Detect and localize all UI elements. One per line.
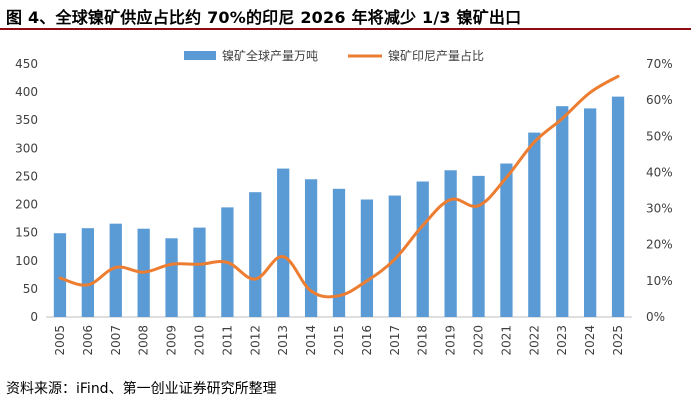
x-tick-label: 2009 — [165, 325, 179, 356]
x-tick-label: 2006 — [81, 325, 95, 356]
y-right-tick-label: 30% — [646, 202, 673, 216]
y-left-tick-label: 350 — [15, 113, 38, 127]
y-right-tick-label: 20% — [646, 238, 673, 252]
line-series — [58, 74, 620, 299]
x-tick-label: 2025 — [611, 325, 625, 356]
y-left-tick-label: 150 — [15, 226, 38, 240]
y-right-tick-label: 40% — [646, 165, 673, 179]
y-left-tick-label: 50 — [23, 282, 38, 296]
bar — [472, 175, 485, 317]
bar — [611, 96, 625, 317]
bar — [388, 195, 401, 317]
title-rule — [0, 28, 691, 30]
legend: 镍矿全球产量万吨 镍矿印尼产量占比 — [184, 48, 484, 63]
bar — [277, 168, 290, 317]
legend-bar-swatch — [184, 51, 216, 60]
legend-bar-label: 镍矿全球产量万吨 — [222, 48, 318, 63]
y-right-tick-label: 70% — [646, 57, 673, 71]
bar — [165, 238, 178, 317]
bar — [109, 223, 122, 317]
chart: 镍矿全球产量万吨 镍矿印尼产量占比 0 50 100 150 200 250 300 350 4… — [15, 48, 673, 356]
x-tick-label: 2020 — [472, 325, 486, 356]
x-tick-label: 2013 — [276, 325, 290, 356]
bar — [556, 106, 569, 318]
bar — [416, 181, 429, 317]
x-tick-label: 2014 — [304, 325, 318, 356]
x-tick-label: 2010 — [192, 325, 206, 356]
x-tick-label: 2007 — [109, 325, 123, 356]
x-axis-labels: 2005 2006 2007 2008 2009 2010 2011 2012 2013 2014… — [53, 325, 625, 356]
source-note: 资料来源：iFind、第一创业证券研究所整理 — [6, 381, 277, 397]
bar — [81, 228, 94, 317]
bar — [304, 179, 318, 317]
x-tick-label: 2015 — [332, 325, 346, 356]
bar — [500, 163, 513, 317]
bar — [193, 227, 206, 317]
bar — [444, 170, 457, 317]
bar — [528, 132, 541, 317]
x-tick-label: 2016 — [360, 325, 374, 356]
y-left-tick-label: 450 — [15, 57, 38, 71]
x-tick-label: 2005 — [53, 325, 67, 356]
bar — [249, 192, 262, 317]
legend-line-label: 镍矿印尼产量占比 — [388, 48, 484, 63]
y-right-tick-label: 60% — [646, 93, 673, 107]
y-left-tick-label: 400 — [15, 85, 38, 99]
left-axis: 0 50 100 150 200 250 300 350 400 450 — [15, 57, 38, 324]
figure-title: 图 4、全球镍矿供应占比约 70%的印尼 2026 年将减少 1/3 镍矿出口 — [6, 8, 522, 27]
right-axis: 0% 10% 20% 30% 40% 50% 60% 70% — [646, 57, 673, 324]
x-tick-label: 2019 — [444, 325, 458, 356]
x-tick-label: 2012 — [248, 325, 262, 356]
bar — [53, 233, 67, 317]
x-tick-label: 2008 — [137, 325, 151, 356]
bar — [584, 108, 597, 317]
x-tick-label: 2011 — [220, 325, 234, 356]
x-tick-label: 2024 — [583, 325, 597, 356]
bar — [332, 188, 346, 317]
x-tick-label: 2018 — [416, 325, 430, 356]
x-tick-label: 2021 — [499, 325, 513, 356]
bar-series — [53, 96, 625, 318]
y-left-tick-label: 250 — [15, 169, 38, 183]
y-left-tick-label: 200 — [15, 198, 38, 212]
bar — [360, 199, 374, 317]
x-tick-label: 2022 — [527, 325, 541, 356]
x-tick-label: 2017 — [388, 325, 402, 356]
y-right-tick-label: 50% — [646, 129, 673, 143]
y-left-tick-label: 300 — [15, 141, 38, 155]
x-tick-label: 2023 — [555, 325, 569, 356]
y-left-tick-label: 0 — [30, 310, 38, 324]
y-left-tick-label: 100 — [15, 254, 38, 268]
y-right-tick-label: 10% — [646, 274, 673, 288]
y-right-tick-label: 0% — [646, 310, 665, 324]
